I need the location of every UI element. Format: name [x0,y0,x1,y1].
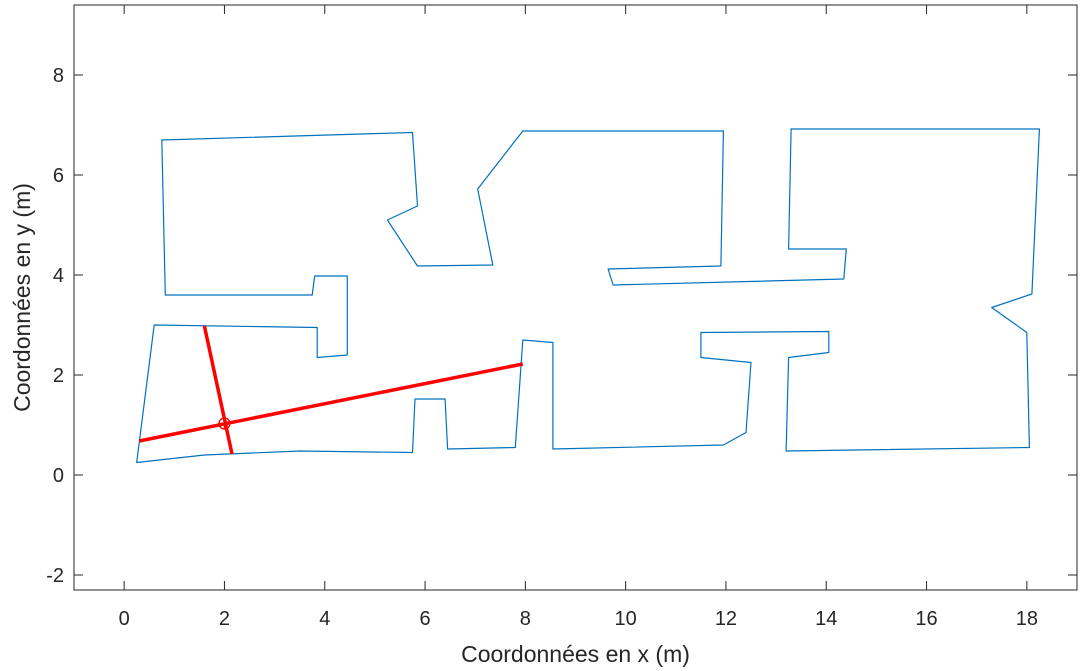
x-tick-label: 12 [715,608,737,630]
y-tick-label: 8 [53,65,64,87]
position-marker [218,417,231,430]
y-tick-label: 0 [53,465,64,487]
y-tick-label: 6 [53,165,64,187]
x-tick-label: 6 [419,608,430,630]
x-axis-label: Coordonnées en x (m) [461,641,690,667]
y-tick-label: 4 [53,265,64,287]
y-axis-label: Coordonnées en y (m) [9,183,35,412]
x-tick-label: 4 [319,608,330,630]
x-tick-label: 8 [520,608,531,630]
y-tick-label: 2 [53,365,64,387]
x-tick-label: 18 [1016,608,1038,630]
x-tick-label: 16 [915,608,937,630]
x-tick-label: 0 [119,608,130,630]
x-tick-label: 10 [615,608,637,630]
plot-frame [73,4,1078,591]
plot-area [136,128,1040,464]
y-tick-label: -2 [46,565,64,587]
x-axis: 0 2 4 6 8 10 12 14 16 18 [119,5,1038,630]
room-outline [136,128,1040,464]
red-line-1 [138,362,524,443]
red-line-2 [202,325,234,455]
x-tick-label: 14 [815,608,837,630]
y-axis: -2 0 2 4 6 8 [46,65,1077,587]
x-tick-label: 2 [219,608,230,630]
